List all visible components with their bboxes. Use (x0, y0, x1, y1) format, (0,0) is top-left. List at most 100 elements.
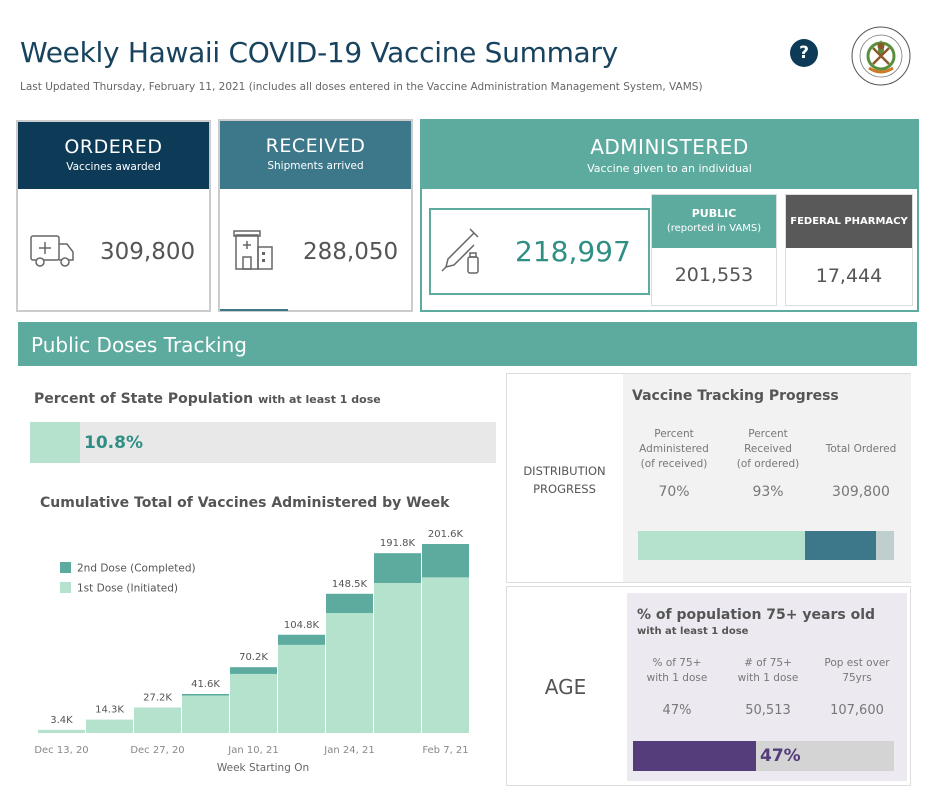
ordered-subtitle: Vaccines awarded (66, 161, 161, 173)
state-seal-icon (851, 26, 911, 86)
federal-value: 17,444 (815, 265, 883, 287)
distribution-label: DISTRIBUTION PROGRESS (507, 462, 622, 498)
bar-total-label: 148.5K (332, 579, 368, 590)
bar-first-dose (278, 644, 325, 733)
bar-first-dose (422, 577, 469, 733)
percent-population-value: 10.8% (84, 433, 143, 453)
distribution-col-value: 70% (658, 484, 690, 500)
building-icon (233, 230, 273, 270)
administered-card: ADMINISTERED Vaccine given to an individ… (420, 119, 919, 312)
bar-total-label: 14.3K (95, 705, 124, 716)
chart-bars: 3.4K 14.3K 27.2K 41.6K 70.2K 104.8K 148.5K 191.… (38, 529, 469, 733)
bar-first-dose (86, 719, 133, 733)
age-col-value: 47% (662, 703, 692, 718)
bar-total-label: 104.8K (284, 620, 320, 631)
bar-second-dose (326, 593, 373, 613)
public-title: PUBLIC (691, 207, 737, 220)
federal-panel: FEDERAL PHARMACY 17,444 (785, 194, 913, 306)
distribution-received-fill (805, 531, 876, 560)
ordered-title: ORDERED (64, 136, 163, 158)
chart-x-label: Week Starting On (217, 762, 309, 774)
x-tick-label: Feb 7, 21 (422, 745, 468, 756)
distribution-col-value: 309,800 (832, 484, 890, 500)
bar-second-dose (374, 553, 421, 583)
administered-title: ADMINISTERED (590, 135, 749, 159)
bar-total-label: 201.6K (428, 529, 464, 540)
bar-total-label: 41.6K (191, 679, 220, 690)
bar-total-label: 27.2K (143, 693, 172, 704)
chart-x-ticks: Dec 13, 20 Dec 27, 20 Jan 10, 21 Jan 24, 21… (34, 745, 468, 756)
distribution-col-header: Percent Administered (of received) (639, 428, 709, 470)
distribution-col-header: Total Ordered (825, 443, 897, 455)
page-title: Weekly Hawaii COVID-19 Vaccine Summary (20, 36, 618, 69)
cumulative-chart: Cumulative Total of Vaccines Administere… (34, 495, 469, 774)
received-subtitle: Shipments arrived (267, 160, 364, 172)
age-progress-value: 47% (760, 746, 801, 766)
chart-legend: 2nd Dose (Completed) 1st Dose (Initiated) (60, 562, 196, 595)
age-col-header: % of 75+ with 1 dose (646, 657, 708, 684)
x-tick-label: Jan 24, 21 (323, 745, 374, 756)
public-value: 201,553 (674, 264, 754, 286)
distribution-remaining-fill (876, 531, 894, 560)
bar-second-dose (182, 694, 229, 696)
x-tick-label: Dec 27, 20 (130, 745, 184, 756)
section-title: Public Doses Tracking (18, 322, 917, 366)
legend-label: 2nd Dose (Completed) (77, 563, 196, 575)
age-col-header: # of 75+ with 1 dose (737, 657, 799, 684)
ordered-header: ORDERED Vaccines awarded (18, 122, 209, 189)
public-subtitle: (reported in VAMS) (666, 223, 762, 234)
chart-title: Cumulative Total of Vaccines Administere… (40, 495, 450, 511)
distribution-inner: Vaccine Tracking Progress Percent Adminis… (623, 374, 911, 582)
administered-total-box: 218,997 (429, 208, 650, 295)
administered-value: 218,997 (515, 235, 631, 268)
distribution-label-line1: DISTRIBUTION (523, 464, 606, 478)
age-progress-bar: 47% (633, 741, 894, 771)
x-tick-label: Dec 13, 20 (34, 745, 88, 756)
age-inner: % of population 75+ years old with at le… (627, 593, 907, 781)
received-title: RECEIVED (265, 135, 366, 157)
bar-second-dose (422, 544, 469, 578)
age-col-value: 50,513 (745, 703, 791, 718)
bar-second-dose (278, 634, 325, 645)
distribution-col-value: 93% (752, 484, 784, 500)
legend-label: 1st Dose (Initiated) (77, 583, 178, 595)
distribution-panel: DISTRIBUTION PROGRESS Vaccine Tracking P… (506, 373, 911, 583)
bar-first-dose (182, 695, 229, 733)
received-header: RECEIVED Shipments arrived (220, 121, 411, 189)
percent-population-fill (30, 422, 80, 463)
bar-first-dose (374, 583, 421, 733)
page-subtitle: Last Updated Thursday, February 11, 2021… (20, 81, 703, 93)
distribution-col-header: Percent Received (of ordered) (736, 428, 800, 470)
administered-subtitle: Vaccine given to an individual (587, 162, 752, 175)
federal-header: FEDERAL PHARMACY (786, 195, 912, 248)
ambulance-icon (30, 235, 74, 267)
public-header: PUBLIC (reported in VAMS) (652, 195, 776, 248)
bar-total-label: 70.2K (239, 652, 268, 663)
percent-population-bar: 10.8% (30, 422, 496, 463)
age-col-value: 107,600 (830, 703, 884, 718)
ordered-card: ORDERED Vaccines awarded 309,800 (16, 120, 211, 312)
received-underline (220, 309, 288, 311)
distribution-label-line2: PROGRESS (533, 482, 596, 496)
legend-swatch (60, 562, 71, 573)
public-panel: PUBLIC (reported in VAMS) 201,553 (651, 194, 777, 306)
distribution-title: Vaccine Tracking Progress (632, 388, 839, 404)
age-title: % of population 75+ years old (637, 607, 876, 623)
help-button[interactable]: ? (790, 39, 818, 67)
percent-population-title-main: Percent of State Population (34, 391, 254, 407)
syringe-icon (441, 228, 479, 274)
received-value: 288,050 (303, 239, 399, 265)
age-panel: AGE % of population 75+ years old with a… (506, 586, 911, 786)
bar-second-dose (230, 667, 277, 674)
percent-population-title: Percent of State Population with at leas… (34, 388, 381, 407)
received-card: RECEIVED Shipments arrived 288,050 (218, 119, 413, 312)
federal-title: FEDERAL PHARMACY (790, 216, 908, 227)
age-progress-fill (633, 741, 756, 771)
bar-first-dose (326, 613, 373, 733)
bar-total-label: 191.8K (380, 538, 416, 549)
bar-first-dose (230, 673, 277, 733)
ordered-value: 309,800 (100, 239, 196, 265)
age-subtitle: with at least 1 dose (637, 626, 749, 637)
bar-first-dose (134, 707, 181, 733)
distribution-administered-fill (638, 531, 805, 560)
